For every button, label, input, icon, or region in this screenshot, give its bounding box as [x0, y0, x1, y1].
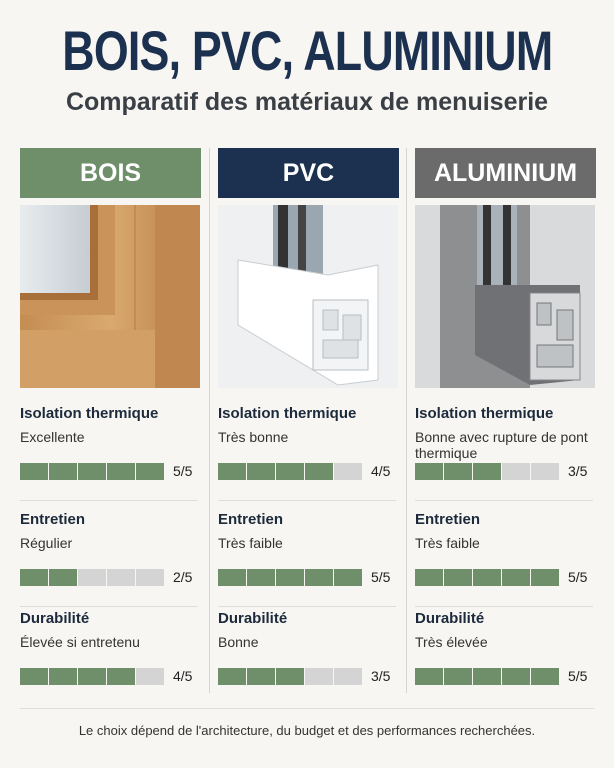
rating-segment-filled [305, 463, 333, 480]
rating-label: 5/5 [173, 463, 193, 479]
rating-segment-filled [49, 463, 77, 480]
rating-segment-empty [136, 668, 164, 685]
criterion-label: Entretien [415, 511, 481, 528]
rating-segment-filled [78, 668, 106, 685]
rating-segment-empty [107, 569, 135, 586]
rating-segment-filled [136, 463, 164, 480]
title-text: BOIS, PVC, ALUMINIUM [61, 19, 553, 82]
criterion-value: Bonne [218, 634, 259, 650]
rating-segment-filled [473, 569, 501, 586]
title: BOIS, PVC, ALUMINIUM [0, 18, 614, 83]
rating-segment-filled [531, 668, 559, 685]
footer: Le choix dépend de l'architecture, du bu… [78, 723, 536, 738]
rating-segment-empty [531, 463, 559, 480]
row-divider [20, 500, 198, 501]
rating-segment-empty [334, 668, 362, 685]
rating-label: 3/5 [371, 668, 391, 684]
criterion-value: Très faible [218, 535, 283, 551]
rating-label: 4/5 [371, 463, 391, 479]
rating-label: 2/5 [173, 569, 193, 585]
criterion-value: Élevée si entretenu [20, 634, 140, 650]
rating-label: 4/5 [173, 668, 193, 684]
rating-segment-filled [502, 668, 530, 685]
row-divider [218, 500, 396, 501]
rating-segment-filled [49, 569, 77, 586]
rating-segment-empty [305, 668, 333, 685]
rating-segment-filled [415, 668, 443, 685]
criterion-label: Isolation thermique [20, 405, 159, 422]
rating-segment-filled [107, 668, 135, 685]
rating-segment-empty [334, 463, 362, 480]
rating-label: 5/5 [568, 569, 588, 585]
divider [209, 148, 210, 693]
divider [406, 148, 407, 693]
rating-segment-filled [107, 463, 135, 480]
criterion-label: Durabilité [218, 610, 288, 627]
subtitle: Comparatif des matériaux de menuiserie [65, 88, 549, 116]
rating-segment-filled [276, 463, 304, 480]
pvc-image [218, 205, 398, 388]
row-divider [218, 606, 396, 607]
rating-segment-filled [415, 463, 443, 480]
rating-label: 5/5 [568, 668, 588, 684]
criterion-label: Durabilité [20, 610, 90, 627]
rating-segment-filled [415, 569, 443, 586]
column-header: BOIS [20, 148, 201, 198]
criterion-label: Entretien [20, 511, 86, 528]
wood-image [20, 205, 200, 388]
rating-segment-filled [531, 569, 559, 586]
rating-segment-filled [218, 569, 246, 586]
rating-label: 3/5 [568, 463, 588, 479]
criterion-label: Entretien [218, 511, 284, 528]
rating-segment-filled [473, 463, 501, 480]
row-divider [415, 606, 593, 607]
rating-segment-filled [334, 569, 362, 586]
rating-segment-filled [276, 668, 304, 685]
rating-segment-filled [276, 569, 304, 586]
rating-segment-filled [444, 668, 472, 685]
rating-segment-filled [49, 668, 77, 685]
rating-segment-filled [20, 463, 48, 480]
criterion-value: Régulier [20, 535, 73, 551]
row-divider [415, 500, 593, 501]
column-header: ALUMINIUM [415, 148, 596, 198]
footer-rule [20, 708, 594, 709]
rating-segment-filled [247, 569, 275, 586]
rating-segment-filled [20, 668, 48, 685]
rating-segment-filled [444, 463, 472, 480]
rating-segment-filled [78, 463, 106, 480]
rating-segment-filled [218, 668, 246, 685]
criterion-value: Très faible [415, 535, 480, 551]
rating-segment-filled [247, 463, 275, 480]
rating-segment-filled [502, 569, 530, 586]
rating-segment-empty [136, 569, 164, 586]
rating-segment-filled [444, 569, 472, 586]
criterion-value: Bonne avec rupture de pont thermique [415, 429, 588, 461]
rating-segment-empty [78, 569, 106, 586]
criterion-label: Isolation thermique [218, 405, 357, 422]
rating-segment-empty [502, 463, 530, 480]
rating-segment-filled [218, 463, 246, 480]
criterion-value: Excellente [20, 429, 85, 445]
aluminium-image [415, 205, 595, 388]
rating-segment-filled [247, 668, 275, 685]
criterion-label: Isolation thermique [415, 405, 554, 422]
criterion-label: Durabilité [415, 610, 485, 627]
rating-segment-filled [473, 668, 501, 685]
rating-segment-filled [305, 569, 333, 586]
rating-segment-filled [20, 569, 48, 586]
rating-label: 5/5 [371, 569, 391, 585]
criterion-value: Très élevée [415, 634, 488, 650]
row-divider [20, 606, 198, 607]
column-header: PVC [218, 148, 399, 198]
criterion-value: Très bonne [218, 429, 289, 445]
